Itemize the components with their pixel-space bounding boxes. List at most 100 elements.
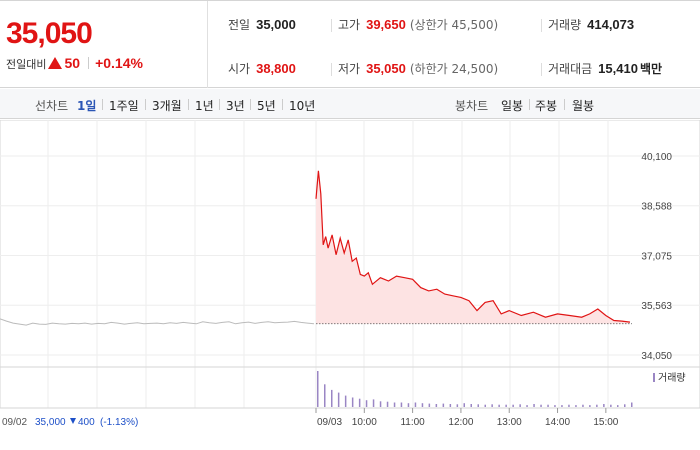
volume-bar	[435, 404, 438, 407]
divider	[541, 19, 542, 32]
volume-bar	[603, 404, 605, 407]
volume-bar	[400, 402, 403, 407]
volume-bar	[358, 398, 361, 407]
volume-bar	[442, 403, 445, 407]
x-tick-label: 12:00	[448, 417, 473, 428]
change-pct: +0.14%	[95, 55, 143, 71]
divider	[564, 99, 565, 110]
period-10y-tab[interactable]: 10년	[289, 99, 316, 113]
stat-volume: 거래량 414,073	[548, 16, 634, 33]
volume-bar	[533, 404, 535, 407]
volume-bar	[582, 404, 584, 407]
prev-day-summary: 35,000 400 (-1.13%)	[35, 417, 138, 428]
lower-limit-note: (하한가 24,500)	[409, 62, 499, 76]
y-tick-label: 35,563	[641, 301, 672, 312]
period-1w-tab[interactable]: 1주일	[109, 99, 139, 113]
volume-bar	[624, 404, 626, 407]
volume-bar	[491, 404, 493, 407]
volume-bar	[463, 403, 465, 407]
period-3y-tab[interactable]: 3년	[226, 99, 245, 113]
today-price-area	[316, 170, 630, 324]
volume-bar	[596, 404, 598, 407]
period-3m-tab[interactable]: 3개월	[152, 99, 182, 113]
volume-bar	[498, 404, 500, 407]
volume-bar	[470, 404, 472, 407]
divider	[88, 57, 90, 69]
price-chart: 40,100 38,588 37,075 35,563 34,050 09/03 10:0…	[0, 120, 700, 428]
down-triangle-icon	[70, 418, 76, 424]
stat-value: 15,410	[598, 61, 638, 76]
up-triangle-icon	[48, 57, 63, 69]
stat-prev-close: 전일 35,000	[228, 16, 296, 33]
volume-panel	[317, 371, 633, 407]
divider	[529, 99, 530, 110]
divider	[331, 19, 332, 32]
volume-bar	[547, 404, 549, 407]
line-chart-label: 선차트	[35, 99, 69, 113]
chart-toolbar: 선차트 1일 1주일 3개월 1년 3년 5년 10년 봉차트 일봉 주봉 월봉	[0, 89, 700, 119]
stat-value: 35,050	[366, 61, 406, 76]
price-summary: 35,050 전일대비 50 +0.14% 전일 35,000 고가 39,650 (상한…	[0, 0, 700, 88]
period-5y-tab[interactable]: 5년	[257, 99, 276, 113]
x-axis: 09/03 10:00 11:00 12:00 13:00 14:00 15:00	[315, 408, 619, 428]
divider	[188, 99, 189, 110]
stat-label: 저가	[338, 62, 361, 76]
x-tick-label: 13:00	[497, 417, 522, 428]
volume-bar	[351, 397, 354, 407]
stat-label: 거래량	[548, 18, 582, 32]
y-tick-label: 37,075	[641, 252, 672, 263]
stat-value: 35,000	[256, 17, 296, 32]
candle-monthly-tab[interactable]: 월봉	[572, 99, 595, 113]
prev-change-pct: (-1.13%)	[100, 417, 138, 428]
volume-bar	[512, 404, 514, 407]
volume-bar	[610, 404, 612, 407]
volume-bar	[575, 405, 577, 407]
stat-label: 시가	[228, 62, 251, 76]
candle-daily-tab[interactable]: 일봉	[501, 99, 524, 113]
current-price: 35,050	[6, 17, 93, 50]
stat-value: 38,800	[256, 61, 296, 76]
divider	[541, 63, 542, 76]
volume-bar	[631, 402, 633, 407]
change-label: 전일대비	[6, 58, 47, 71]
stat-label: 전일	[228, 18, 251, 32]
prev-change-value: 400	[78, 417, 95, 428]
divider	[331, 63, 332, 76]
stat-open: 시가 38,800	[228, 60, 296, 77]
y-axis: 40,100 38,588 37,075 35,563 34,050	[641, 152, 672, 362]
stat-low: 저가 35,050 (하한가 24,500)	[338, 60, 498, 77]
stat-label: 거래대금	[548, 62, 593, 76]
volume-bar	[344, 395, 347, 407]
volume-bar	[554, 405, 556, 407]
x-tick-label: 15:00	[593, 417, 618, 428]
volume-bar	[449, 404, 452, 407]
prev-close-value: 35,000	[35, 417, 66, 428]
current-price-box: 35,050 전일대비 50 +0.14%	[0, 1, 208, 88]
volume-bar	[589, 405, 591, 407]
divider	[282, 99, 283, 110]
y-tick-label: 38,588	[641, 202, 672, 213]
stat-trade-value: 거래대금 15,410 백만	[548, 60, 662, 77]
change-row: 전일대비 50 +0.14%	[6, 55, 143, 72]
volume-bar	[484, 404, 486, 407]
volume-legend-label: 거래량	[658, 372, 686, 384]
candle-weekly-tab[interactable]: 주봉	[535, 99, 558, 113]
volume-bar	[428, 403, 431, 407]
period-1d-tab[interactable]: 1일	[77, 99, 97, 113]
volume-legend-swatch	[653, 373, 655, 382]
x-tick-label: 14:00	[545, 417, 570, 428]
x-tick-label: 10:00	[352, 417, 377, 428]
volume-bar	[617, 405, 619, 407]
period-1y-tab[interactable]: 1년	[195, 99, 214, 113]
volume-bar	[337, 392, 340, 407]
volume-bar	[505, 404, 507, 407]
volume-bar	[568, 404, 570, 407]
chart-grid	[0, 120, 700, 409]
prev-date-label: 09/02	[2, 417, 27, 428]
divider	[102, 99, 103, 110]
volume-bar	[540, 404, 542, 407]
change-abs: 50	[64, 55, 81, 71]
volume-bar	[526, 405, 528, 407]
volume-bar	[324, 384, 326, 407]
volume-bar	[407, 403, 410, 407]
